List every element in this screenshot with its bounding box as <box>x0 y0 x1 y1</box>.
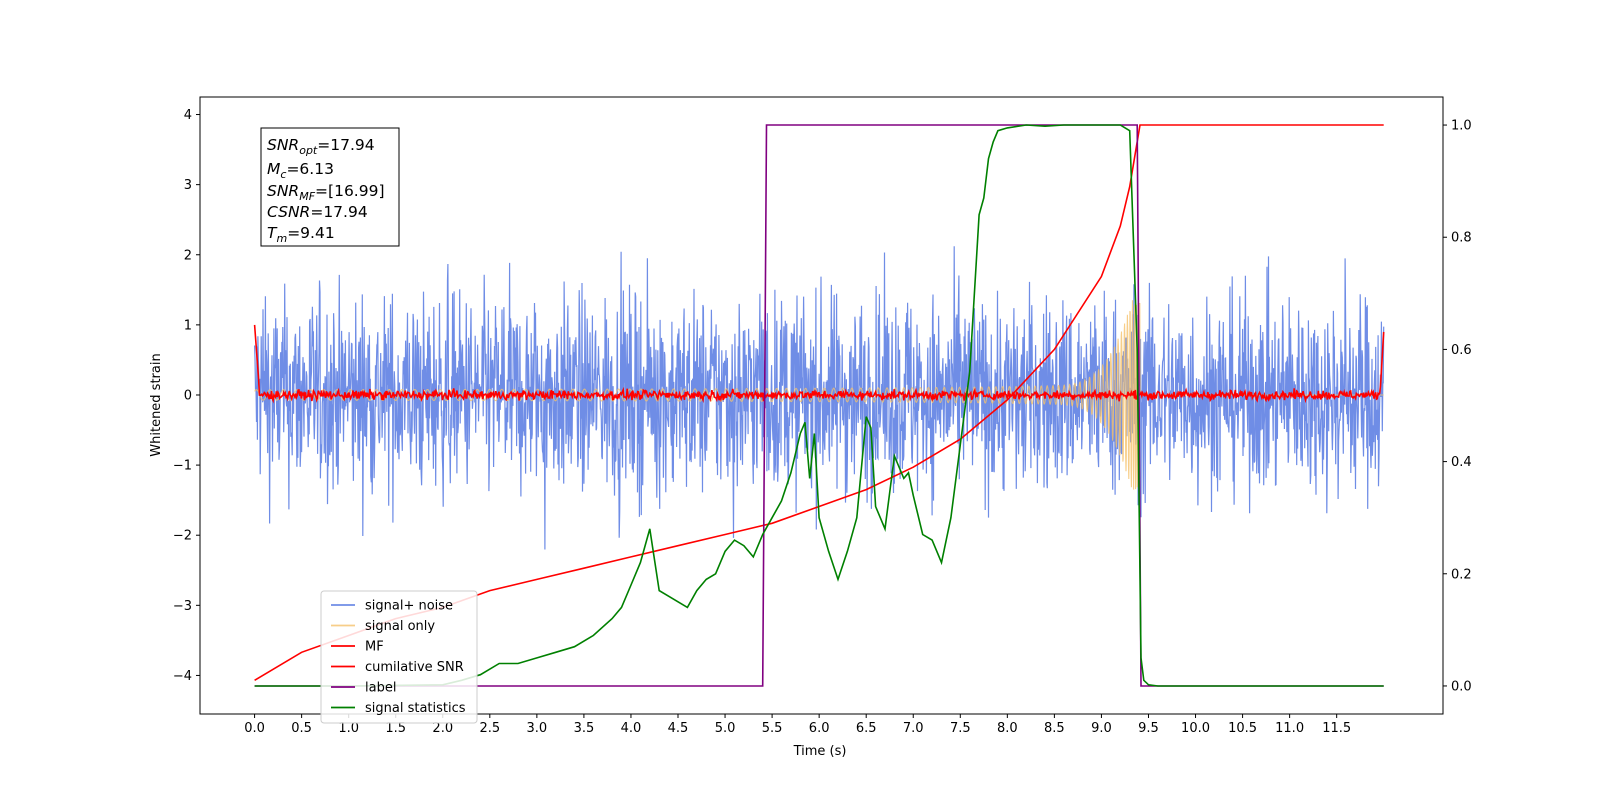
legend-label: MF <box>365 640 384 655</box>
y-tick-label: −1 <box>173 459 192 474</box>
x-tick-label: 1.5 <box>385 721 406 736</box>
x-tick-label: 8.5 <box>1044 721 1065 736</box>
y-axis-left: 4 3 2 1 0 −1 −2 −3 −4 <box>173 108 200 684</box>
x-tick-label: 6.5 <box>856 721 877 736</box>
y2-tick-label: 0.8 <box>1451 231 1472 246</box>
x-tick-label: 11.0 <box>1275 721 1304 736</box>
x-tick-label: 7.5 <box>950 721 971 736</box>
y-axis-right: 1.0 0.8 0.6 0.4 0.2 0.0 <box>1443 119 1472 694</box>
x-tick-label: 11.5 <box>1322 721 1351 736</box>
y-tick-label: 1 <box>184 318 192 333</box>
x-tick-label: 6.0 <box>809 721 830 736</box>
series-mf-line <box>253 324 1385 404</box>
info-box: SNRopt=17.94 Mc=6.13 SNRMF=[16.99] CSNR=… <box>260 127 400 247</box>
x-tick-label: 9.0 <box>1091 721 1112 736</box>
axes-frame <box>199 96 1444 715</box>
y2-tick-label: 1.0 <box>1451 119 1472 134</box>
y2-tick-label: 0.6 <box>1451 343 1472 358</box>
x-tick-label: 10.5 <box>1228 721 1257 736</box>
y2-tick-label: 0.0 <box>1451 679 1472 694</box>
y2-tick-label: 0.2 <box>1451 567 1472 582</box>
legend-frame <box>320 590 478 724</box>
info-snr-opt: SNRopt=17.94 <box>267 136 375 157</box>
x-axis-label: Time (s) <box>793 744 847 759</box>
x-tick-label: 2.0 <box>432 721 453 736</box>
legend-label: signal statistics <box>365 701 466 716</box>
y-tick-label: 2 <box>184 248 192 263</box>
x-tick-label: 3.5 <box>574 721 595 736</box>
y-tick-label: 3 <box>184 178 192 193</box>
x-tick-label: 10.0 <box>1181 721 1210 736</box>
legend-label: label <box>365 681 396 696</box>
x-tick-label: 0.5 <box>291 721 312 736</box>
x-tick-label: 0.0 <box>244 721 265 736</box>
x-tick-label: 7.0 <box>903 721 924 736</box>
info-snr-mf: SNRMF=[16.99] <box>267 182 385 203</box>
y-tick-label: −2 <box>173 529 192 544</box>
legend: signal+ noise signal only MF cumilative SNR… <box>320 590 478 724</box>
legend-label: cumilative SNR <box>365 660 464 675</box>
series-signal-statistics-line <box>254 124 1384 687</box>
x-tick-label: 1.0 <box>338 721 359 736</box>
y-tick-label: 0 <box>184 388 192 403</box>
series-signal-noise-line <box>254 246 1385 550</box>
legend-label: signal+ noise <box>365 599 453 614</box>
x-tick-label: 4.0 <box>621 721 642 736</box>
x-tick-label: 4.5 <box>668 721 689 736</box>
x-tick-label: 2.5 <box>479 721 500 736</box>
y-tick-label: 4 <box>184 108 192 123</box>
info-box-frame <box>260 127 400 247</box>
y-tick-label: −4 <box>173 669 192 684</box>
x-tick-label: 5.0 <box>715 721 736 736</box>
y-axis-label: Whitened strain <box>149 353 164 456</box>
info-csnr: CSNR=17.94 <box>267 203 368 221</box>
info-merger-time: Tm=9.41 <box>267 224 335 245</box>
y-tick-label: −3 <box>173 599 192 614</box>
x-tick-label: 8.0 <box>997 721 1018 736</box>
x-tick-label: 5.5 <box>762 721 783 736</box>
y2-tick-label: 0.4 <box>1451 455 1472 470</box>
legend-label: signal only <box>365 619 435 634</box>
x-axis: 0.0 0.5 1.0 1.5 2.0 2.5 3.0 3.5 4.0 4.5 5.0 5.5 6.0 6… <box>244 714 1351 736</box>
info-chirp-mass: Mc=6.13 <box>267 160 334 181</box>
x-tick-label: 3.0 <box>527 721 548 736</box>
x-tick-label: 9.5 <box>1138 721 1159 736</box>
